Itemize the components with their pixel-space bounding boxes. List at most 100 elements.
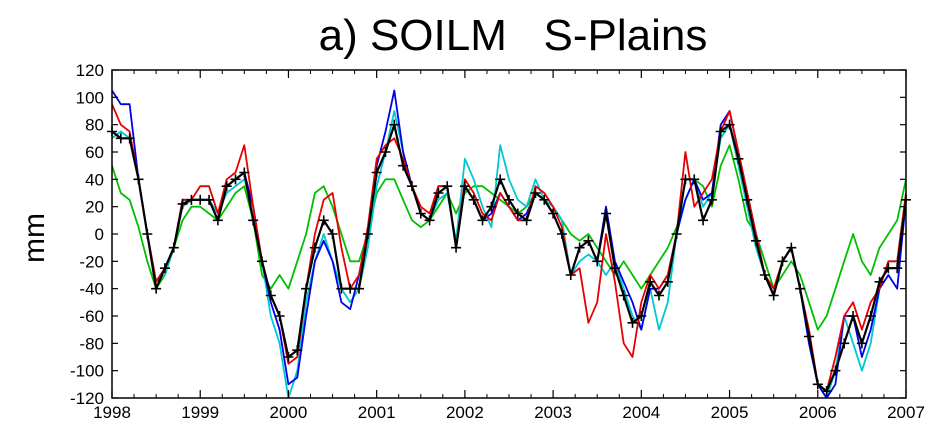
data-point-marker xyxy=(433,188,444,198)
x-tick-label: 2007 xyxy=(887,403,925,422)
x-tick-label: 2005 xyxy=(711,403,749,422)
y-tick-label: 20 xyxy=(85,198,104,217)
data-point-marker xyxy=(406,181,417,192)
data-point-marker xyxy=(706,194,717,205)
data-point-marker xyxy=(583,235,594,246)
data-point-marker xyxy=(468,194,479,205)
data-point-marker xyxy=(521,215,532,226)
data-point-marker xyxy=(574,242,585,253)
data-point-marker xyxy=(398,160,409,171)
series-line-0 xyxy=(112,144,906,331)
data-point-marker xyxy=(715,126,726,137)
data-point-marker xyxy=(451,242,462,253)
data-point-marker xyxy=(327,229,338,239)
y-tick-label: -40 xyxy=(79,280,104,299)
data-point-marker xyxy=(239,167,250,178)
data-point-marker xyxy=(530,188,541,198)
data-point-marker xyxy=(645,276,656,287)
data-point-marker xyxy=(292,345,303,356)
data-point-marker xyxy=(265,290,276,301)
data-point-marker xyxy=(627,317,638,328)
y-tick-label: 40 xyxy=(85,170,104,189)
data-point-marker xyxy=(362,229,373,239)
y-tick-label: 60 xyxy=(85,143,104,162)
data-point-marker xyxy=(653,290,664,301)
data-point-marker xyxy=(636,311,647,321)
data-point-marker xyxy=(548,208,559,219)
data-point-marker xyxy=(795,283,806,294)
data-point-marker xyxy=(768,290,779,301)
data-point-marker xyxy=(848,311,859,321)
data-point-marker xyxy=(821,386,832,397)
data-point-marker xyxy=(389,119,400,130)
data-point-marker xyxy=(865,311,876,321)
data-point-marker xyxy=(195,194,206,205)
data-point-marker xyxy=(812,379,823,390)
data-point-marker xyxy=(856,338,867,349)
data-point-marker xyxy=(477,215,488,226)
x-tick-label: 2003 xyxy=(534,403,572,422)
data-point-marker xyxy=(354,283,365,294)
y-tick-label: -60 xyxy=(79,307,104,326)
y-tick-label: 0 xyxy=(95,225,104,244)
data-point-marker xyxy=(230,174,241,185)
series-line-3 xyxy=(112,103,906,393)
data-point-marker xyxy=(556,229,567,239)
y-tick-label: -100 xyxy=(70,362,104,381)
data-point-marker xyxy=(803,331,814,342)
data-point-marker xyxy=(601,208,612,219)
data-point-marker xyxy=(777,256,788,267)
data-point-marker xyxy=(424,215,435,226)
data-point-marker xyxy=(539,194,550,205)
data-point-marker xyxy=(142,229,153,239)
data-point-marker xyxy=(671,229,682,239)
series-line-2 xyxy=(112,89,906,398)
data-point-marker xyxy=(159,263,170,274)
x-tick-label: 2001 xyxy=(358,403,396,422)
y-tick-label: -80 xyxy=(79,334,104,353)
data-point-marker xyxy=(415,208,426,219)
data-point-marker xyxy=(830,365,841,376)
data-point-marker xyxy=(124,133,135,144)
data-point-marker xyxy=(115,133,126,144)
data-point-marker xyxy=(151,283,162,294)
y-tick-label: 80 xyxy=(85,116,104,135)
data-point-marker xyxy=(318,215,329,226)
data-point-marker xyxy=(371,167,382,178)
data-point-marker xyxy=(698,215,709,226)
data-point-marker xyxy=(459,181,470,192)
data-point-marker xyxy=(274,311,285,321)
data-point-marker xyxy=(336,283,347,294)
data-point-marker xyxy=(504,194,514,205)
x-tick-label: 2002 xyxy=(446,403,484,422)
data-point-marker xyxy=(380,147,391,157)
data-point-marker xyxy=(839,338,850,349)
y-axis-label: mm xyxy=(18,213,51,263)
data-point-marker xyxy=(512,208,523,219)
data-point-marker xyxy=(680,174,691,185)
data-point-marker xyxy=(248,215,259,226)
data-point-marker xyxy=(874,276,885,287)
data-point-marker xyxy=(724,119,735,130)
x-tick-label: 2000 xyxy=(270,403,308,422)
y-tick-label: 100 xyxy=(76,88,104,107)
data-point-marker xyxy=(186,194,197,205)
plot-area: -120 -100 -80 -60 -40 -20 0 20 40 60 80 100 120 1998 1… xyxy=(70,61,925,422)
data-point-marker xyxy=(786,242,797,253)
data-point-marker xyxy=(204,194,215,205)
data-point-marker xyxy=(689,174,700,185)
data-point-marker xyxy=(177,198,188,209)
y-tick-label: -120 xyxy=(70,389,104,408)
x-tick-label: 1998 xyxy=(93,403,131,422)
data-point-marker xyxy=(883,263,894,274)
data-point-marker xyxy=(759,270,770,280)
data-point-marker xyxy=(618,290,629,301)
data-point-marker xyxy=(256,256,267,267)
data-point-marker xyxy=(495,174,506,185)
data-point-marker xyxy=(892,263,903,274)
data-point-marker xyxy=(345,283,356,294)
data-point-marker xyxy=(592,256,603,267)
data-point-marker xyxy=(609,263,620,274)
